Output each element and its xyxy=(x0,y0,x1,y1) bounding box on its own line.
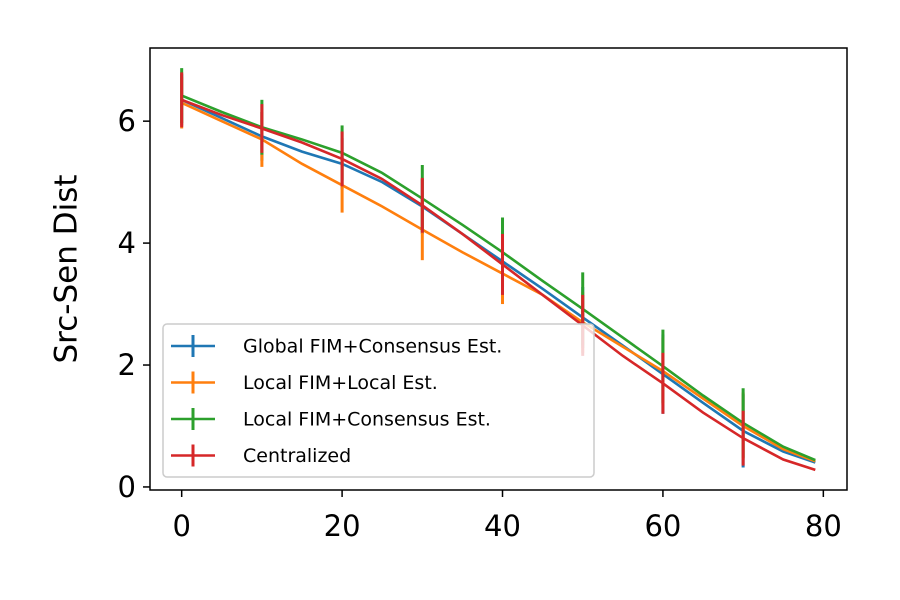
y-tick-label: 0 xyxy=(118,470,136,504)
x-tick-label: 60 xyxy=(644,509,681,543)
y-tick-label: 4 xyxy=(118,226,136,260)
legend-label: Local FIM+Local Est. xyxy=(243,372,438,394)
y-tick-label: 6 xyxy=(118,104,136,138)
y-tick-label: 2 xyxy=(118,348,136,382)
legend-frame xyxy=(162,323,595,478)
legend-label: Global FIM+Consensus Est. xyxy=(243,336,502,358)
legend-label: Local FIM+Consensus Est. xyxy=(243,409,491,431)
x-tick-label: 80 xyxy=(805,509,842,543)
legend: Global FIM+Consensus Est. Local FIM+Local… xyxy=(162,323,595,478)
y-axis-label: Src-Sen Dist xyxy=(49,174,85,363)
x-tick-label: 20 xyxy=(324,509,361,543)
x-tick-label: 0 xyxy=(172,509,190,543)
x-tick-label: 40 xyxy=(484,509,521,543)
legend-label: Centralized xyxy=(243,445,351,467)
plot-frame xyxy=(149,47,848,491)
